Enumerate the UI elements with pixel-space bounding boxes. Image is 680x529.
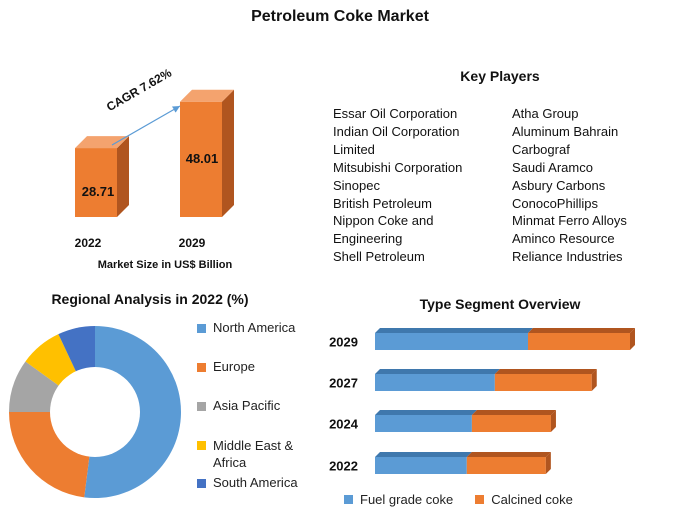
segment-bar-2022-0 (375, 457, 467, 474)
key-players-col2: Atha Group Aluminum Bahrain Carbograf Sa… (512, 105, 627, 266)
legend-swatch (197, 402, 206, 411)
key-player: Limited (333, 141, 375, 157)
type-segment-chart: 2029 2027 2024 2022 (329, 328, 635, 474)
key-player: Atha Group (512, 106, 579, 121)
key-player: Minmat Ferro Alloys (512, 213, 627, 229)
legend-item-north-america: North America (197, 320, 298, 359)
key-player: Sinopec (333, 177, 380, 193)
bar-top (180, 89, 234, 102)
key-player: Reliance Industries (512, 249, 623, 265)
legend-item-europe: Europe (197, 359, 298, 398)
legend-item-fuel-grade-coke: Fuel grade coke (344, 492, 453, 507)
segment-bar-2027-1 (494, 374, 592, 391)
legend-swatch (197, 441, 206, 450)
bar-2029 (180, 101, 222, 217)
legend-item-south-america: South America (197, 475, 298, 490)
legend-swatch (475, 495, 485, 504)
key-player: Essar Oil Corporation (333, 106, 458, 121)
legend-swatch (197, 479, 206, 488)
segment-bar-2029-0 (375, 333, 528, 350)
segment-year-label: 2029 (329, 335, 358, 350)
legend-swatch (197, 324, 206, 333)
segment-bar-top (375, 410, 477, 415)
segment-bar-top (375, 328, 533, 333)
regional-title: Regional Analysis in 2022 (%) (51, 291, 249, 307)
legend-swatch (344, 495, 353, 504)
legend-item-middle-east-africa: Middle East & Africa (197, 437, 298, 475)
segment-bar-top (375, 452, 472, 457)
bar-value-2029: 48.01 (185, 151, 219, 166)
key-player: British Petroleum (333, 195, 432, 211)
segment-bar-side (591, 369, 597, 391)
segment-year-label: 2027 (329, 376, 358, 391)
segment-bar-2024-0 (375, 415, 472, 432)
year-label-2022: 2022 (74, 236, 102, 250)
segment-year-label: 2022 (329, 459, 358, 474)
segment-bar-2029-1 (528, 333, 630, 350)
key-players-col1: Essar Oil Corporation Indian Oil Corpora… (333, 105, 462, 266)
legend-item-calcined-coke: Calcined coke (475, 492, 573, 507)
key-player: Saudi Aramco (512, 159, 593, 175)
bar-top (75, 136, 129, 149)
key-player: Indian Oil Corporation (333, 123, 460, 139)
segment-bar-2022-1 (466, 457, 546, 474)
legend-swatch (197, 363, 206, 372)
key-player: Mitsubishi Corporation (333, 159, 463, 175)
key-player: Aminco Resource (512, 231, 615, 247)
year-label-2029: 2029 (178, 236, 206, 250)
page-title: Petroleum Coke Market (251, 8, 429, 25)
market-size-caption: Market Size in US$ Billion (97, 259, 233, 271)
key-players-title: Key Players (460, 68, 540, 84)
bar-2022 (75, 148, 117, 217)
segment-bar-top (375, 369, 500, 374)
type-segment-legend: Fuel grade coke Calcined coke (344, 492, 573, 507)
segment-bar-top (528, 328, 635, 333)
segment-bar-2027-0 (375, 374, 495, 391)
key-player: Engineering (333, 231, 403, 247)
bar-value-2022: 28.71 (81, 184, 115, 199)
key-player: ConocoPhillips (512, 195, 598, 211)
segment-bar-2024-1 (471, 415, 551, 432)
regional-donut-chart (9, 326, 181, 498)
legend-item-asia-pacific: Asia Pacific (197, 398, 298, 437)
segment-bar-side (630, 328, 635, 350)
market-size-chart (75, 89, 234, 217)
segment-bar-side (550, 410, 556, 432)
key-player: Nippon Coke and (333, 213, 434, 229)
key-player: Carbograf (512, 141, 570, 157)
bar-side (117, 136, 129, 217)
bar-side (222, 89, 234, 217)
regional-legend: North America Europe Asia Pacific Middle… (197, 320, 298, 490)
type-segment-title: Type Segment Overview (419, 296, 581, 312)
segment-bar-top (494, 369, 597, 374)
segment-year-label: 2024 (329, 417, 359, 432)
cagr-arrow (111, 105, 181, 146)
segment-bar-top (471, 410, 556, 415)
segment-bar-side (545, 452, 551, 474)
key-player: Aluminum Bahrain (512, 123, 619, 139)
key-player: Asbury Carbons (512, 177, 606, 193)
key-player: Shell Petroleum (333, 249, 425, 265)
segment-bar-top (466, 452, 551, 457)
